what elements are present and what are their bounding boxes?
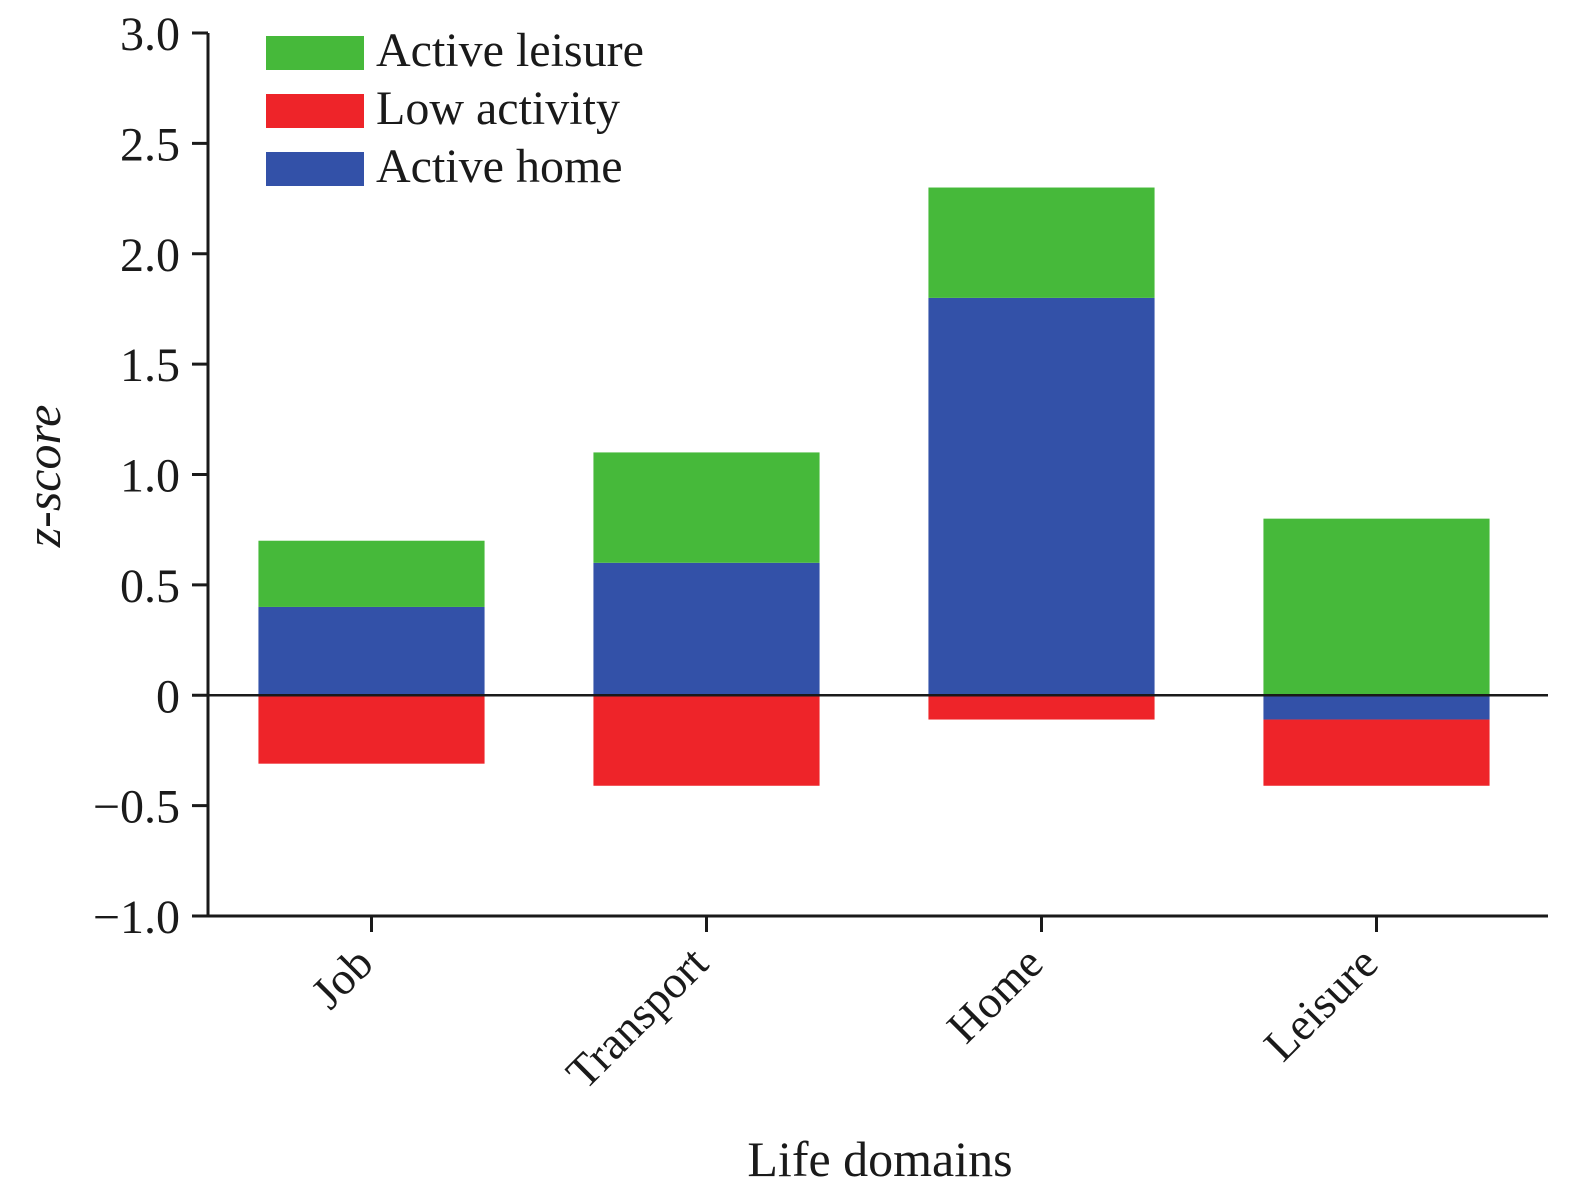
bar-home-active-home [928, 297, 1155, 696]
y-tick-label: 0 [156, 670, 180, 723]
y-tick-label: 1.5 [120, 339, 180, 392]
x-axis-title: Life domains [747, 1131, 1012, 1187]
y-tick-label: −1.0 [93, 891, 180, 944]
y-axis-title: z-score [15, 405, 71, 549]
bar-home-active-leisure [928, 187, 1155, 298]
bar-job-active-home [258, 606, 485, 696]
bars-group [258, 187, 1490, 786]
legend-swatch-active-leisure [266, 36, 364, 70]
y-tick-label: 2.5 [120, 118, 180, 171]
legend-label-active-leisure: Active leisure [376, 24, 644, 77]
legend-label-active-home: Active home [376, 140, 623, 193]
legend-swatch-active-home [266, 152, 364, 186]
y-tick-label: 0.5 [120, 560, 180, 613]
x-tick-label-home: Home [937, 937, 1053, 1053]
bar-leisure-low-activity [1263, 719, 1490, 786]
bar-home-low-activity [928, 695, 1155, 720]
y-tick-label: 3.0 [120, 8, 180, 61]
x-tick-label-transport: Transport [556, 937, 718, 1099]
bar-job-low-activity [258, 695, 485, 764]
legend-label-low-activity: Low activity [376, 82, 620, 135]
legend-swatch-low-activity [266, 94, 364, 128]
bar-leisure-active-leisure [1263, 518, 1490, 696]
y-tick-label: 2.0 [120, 229, 180, 282]
bar-transport-active-leisure [593, 452, 820, 563]
y-tick-label: 1.0 [120, 450, 180, 503]
x-tick-label-leisure: Leisure [1254, 937, 1388, 1071]
bar-transport-low-activity [593, 695, 820, 786]
bar-leisure-active-home [1263, 695, 1490, 720]
y-tick-label: −0.5 [93, 781, 180, 834]
bar-job-active-leisure [258, 540, 485, 607]
x-tick-label-job: Job [301, 937, 382, 1018]
bar-transport-active-home [593, 562, 820, 696]
